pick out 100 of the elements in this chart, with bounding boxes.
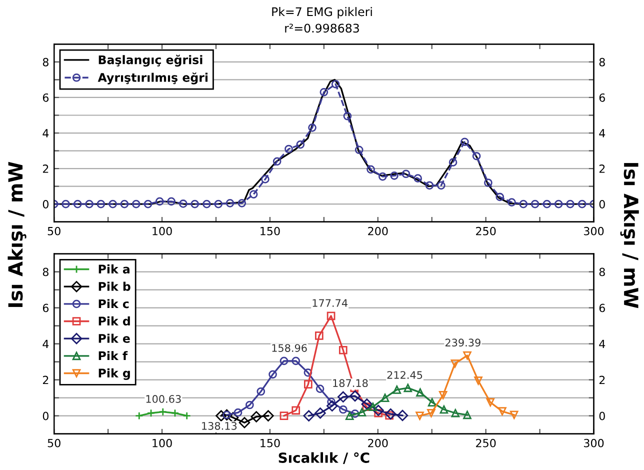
y2-tick-label: 6 <box>599 93 605 102</box>
y2-tick-label: 2 <box>599 376 605 384</box>
legend-label: Pik f <box>98 351 128 360</box>
point <box>202 200 211 208</box>
point <box>268 370 277 379</box>
y-axis-title: Isı Akışı / mW <box>8 162 26 307</box>
point <box>338 346 348 354</box>
point <box>396 410 408 422</box>
point <box>463 410 472 420</box>
point <box>450 359 460 368</box>
y-tick-label: 2 <box>42 164 48 173</box>
point <box>484 178 492 187</box>
point <box>338 391 349 403</box>
point <box>438 390 448 400</box>
point <box>427 408 436 418</box>
y2-tick-label: 0 <box>599 412 605 420</box>
point <box>214 200 223 208</box>
y2-tick-label: 4 <box>599 340 606 348</box>
y-tick-label: 6 <box>42 93 49 102</box>
point <box>390 171 398 180</box>
x-tick-label: 200 <box>368 438 388 448</box>
point <box>378 172 387 181</box>
annotation: 100.63 <box>146 395 181 403</box>
point <box>246 400 254 410</box>
point <box>238 417 250 428</box>
point <box>425 181 434 190</box>
point <box>486 398 495 406</box>
point <box>392 386 402 394</box>
point <box>320 88 328 96</box>
legend-label: Pik e <box>98 334 130 343</box>
point <box>372 404 384 416</box>
y-tick-label: 8 <box>42 268 48 276</box>
point <box>85 200 94 208</box>
x-tick-label: 100 <box>152 226 172 236</box>
x-tick-label: 150 <box>260 438 280 448</box>
y-tick-label: 0 <box>42 200 48 208</box>
point <box>308 124 316 132</box>
point <box>73 200 82 208</box>
point <box>436 181 446 190</box>
x-tick-label: 100 <box>152 438 172 448</box>
point <box>155 197 164 206</box>
point <box>451 408 460 418</box>
point <box>316 384 324 393</box>
point <box>404 384 412 392</box>
x-tick-label: 50 <box>48 438 60 448</box>
point <box>249 190 258 198</box>
legend-label: Pik b <box>98 282 130 291</box>
point <box>326 312 336 320</box>
point <box>292 406 300 415</box>
point <box>368 402 378 411</box>
y2-tick-label: 2 <box>599 164 605 173</box>
point <box>190 200 200 208</box>
legend-label: Ayrıştırılmış eğri <box>98 72 208 84</box>
point <box>460 138 469 146</box>
legend-label: Başlangıç eğrisi <box>98 54 202 67</box>
point <box>314 408 326 419</box>
point <box>292 356 300 366</box>
point <box>496 192 504 202</box>
point <box>345 412 354 420</box>
point <box>361 398 372 410</box>
point <box>146 408 156 418</box>
point <box>448 158 458 166</box>
point <box>510 410 518 420</box>
point <box>167 197 176 206</box>
point <box>238 199 246 208</box>
annotation: 177.74 <box>312 299 348 307</box>
annotation: 138.13 <box>202 422 237 430</box>
point <box>216 410 227 422</box>
y-tick-label: 2 <box>42 376 48 384</box>
annotation: 158.96 <box>272 344 307 352</box>
point <box>350 409 360 418</box>
point <box>331 80 340 88</box>
annotation: 239.39 <box>445 338 480 347</box>
y2-tick-label: 6 <box>599 304 605 312</box>
point <box>380 394 390 402</box>
y2-tick-label: 4 <box>599 129 606 138</box>
x-tick-label: 300 <box>584 226 604 236</box>
x-tick-label: 300 <box>584 438 604 448</box>
point <box>402 170 410 178</box>
legend-label: Pik c <box>98 299 129 308</box>
x-axis-title: Sıcaklık / °C <box>278 452 370 464</box>
point <box>120 200 129 208</box>
x-tick-label: 250 <box>476 438 496 448</box>
point <box>261 175 270 184</box>
point <box>134 412 144 420</box>
point <box>272 157 282 166</box>
point <box>385 408 396 420</box>
point <box>234 408 242 417</box>
point <box>303 410 314 422</box>
point <box>280 356 288 366</box>
x-tick-label: 150 <box>260 226 280 236</box>
chart-subtitle: r²=0.998683 <box>285 24 359 33</box>
point <box>474 376 482 385</box>
y2-tick-label: 0 <box>599 200 605 208</box>
point <box>315 332 324 340</box>
x-tick-label: 50 <box>48 226 60 236</box>
legend-label: Pik d <box>98 316 130 326</box>
point <box>578 200 586 208</box>
y-tick-label: 6 <box>42 304 49 312</box>
legend-label: Pik g <box>98 368 130 380</box>
